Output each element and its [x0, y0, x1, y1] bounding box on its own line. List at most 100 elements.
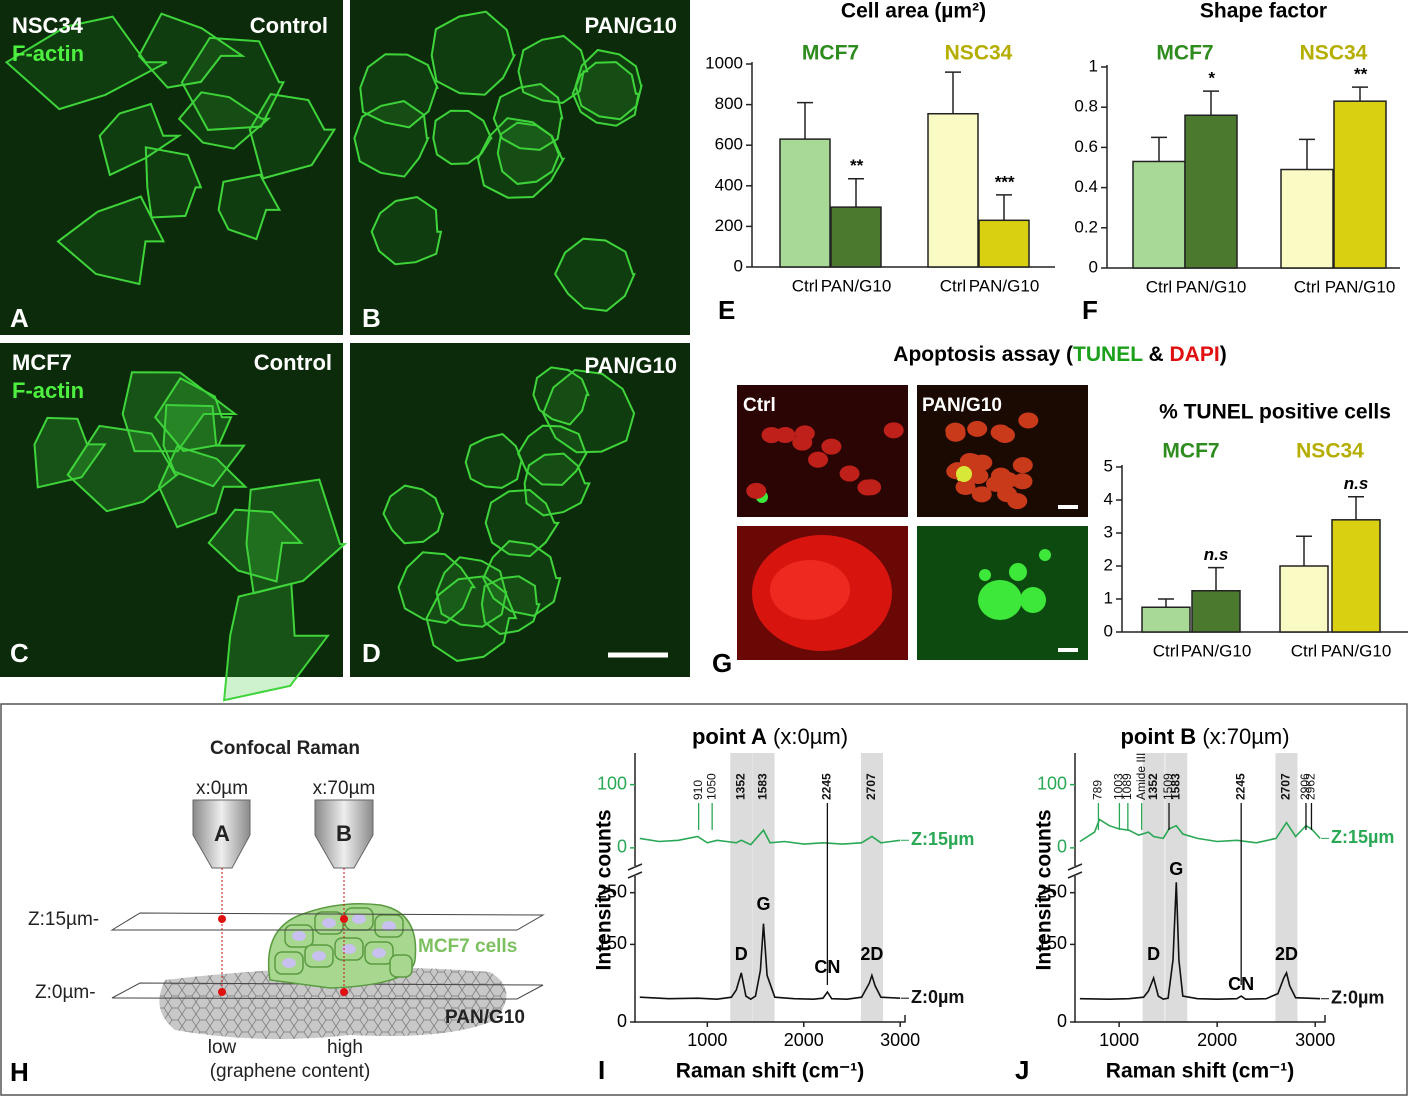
peak-label: 1583: [1168, 773, 1182, 800]
nucleus: [1012, 473, 1033, 490]
panel-letter: B: [362, 303, 381, 333]
peak-label: 1509: [1161, 773, 1175, 800]
nucleus: [821, 438, 842, 455]
x-tick-label: PAN/G10: [1325, 277, 1396, 296]
substrate-label: PAN/G10: [445, 1007, 525, 1028]
group-label: NSC34: [945, 42, 1013, 65]
peak-label: 2707: [864, 773, 878, 800]
y-tick-label: 100: [597, 773, 627, 793]
error-bar: [1352, 86, 1368, 102]
nucleus: [1018, 412, 1039, 429]
y-tick-label: 5: [1104, 456, 1113, 475]
error-bar: [1348, 495, 1364, 520]
spectrum-line: [639, 828, 901, 846]
error-bar: [1296, 535, 1312, 566]
panel-letter: C: [10, 638, 29, 668]
stain: F-actin: [12, 41, 84, 66]
y-tick-label: 600: [715, 135, 743, 154]
title-part: DAPI: [1170, 343, 1220, 366]
peak-label: Amide III: [1134, 753, 1148, 800]
y-tick-label: 0: [1104, 621, 1113, 640]
peak-name: 2D: [860, 944, 883, 964]
cell-outline: [222, 582, 330, 702]
title-part: TUNEL: [1073, 343, 1143, 366]
cell-outline: [382, 484, 445, 545]
peak-label: 2245: [820, 773, 834, 800]
peak-label: 1352: [733, 773, 747, 800]
focus-point: [218, 915, 226, 923]
panel-letter: J: [1015, 1055, 1029, 1085]
y-tick-label: 0.4: [1074, 177, 1098, 196]
significance: **: [1353, 65, 1368, 84]
cell-outline: [33, 416, 107, 489]
series-label: Z:15µm: [911, 829, 974, 849]
cell-outline: [121, 371, 239, 453]
y-tick-label: 4: [1104, 489, 1113, 508]
content-level: low: [208, 1037, 237, 1058]
group-label: MCF7: [1156, 42, 1213, 65]
x-tick-label: Ctrl: [1291, 641, 1317, 660]
y-tick-label: 0.2: [1074, 217, 1098, 236]
y-tick-label: 0: [1089, 257, 1098, 276]
apoptosis-title: Apoptosis assay (TUNEL & DAPI): [893, 343, 1226, 366]
y-tick-label: 0.6: [1074, 137, 1098, 156]
y-tick-label: 150: [597, 933, 627, 953]
title-part: Apoptosis assay (: [893, 343, 1073, 366]
cell-outline: [435, 556, 508, 628]
y-tick-label: 250: [1037, 881, 1067, 901]
peak-label: 2906: [1298, 773, 1312, 800]
group-label: MCF7: [802, 42, 859, 65]
cell-outline: [370, 195, 443, 266]
y-tick-label: 250: [597, 881, 627, 901]
micrograph-texture: [4, 10, 643, 702]
title-part: &: [1143, 343, 1170, 366]
y-tick-label: 0: [734, 256, 743, 275]
bar: [1280, 168, 1334, 269]
micrographs: [0, 0, 690, 677]
apoptotic-body: [979, 569, 991, 581]
y-tick-label: 3: [1104, 522, 1113, 541]
chart-title: Cell area (µm²): [841, 0, 986, 23]
title-part: ): [1220, 343, 1227, 366]
cell-outline: [207, 508, 304, 583]
bar: [927, 112, 979, 268]
diagram-title: Confocal Raman: [210, 738, 360, 759]
nucleus: [971, 486, 992, 503]
y-tick-label: 200: [715, 216, 743, 235]
nucleus: [792, 434, 813, 451]
cell-outline: [98, 102, 183, 177]
y-tick-label: 800: [715, 94, 743, 113]
nucleus: [861, 479, 882, 496]
peak-band: [752, 753, 775, 1022]
error-bar: [848, 177, 864, 208]
y-tick-label: 0: [1057, 1011, 1067, 1031]
chart-title: % TUNEL positive cells: [1159, 401, 1391, 424]
x-tick-label: 3000: [1295, 1030, 1335, 1050]
nucleus: [761, 427, 782, 444]
bar: [1141, 606, 1191, 633]
cell-outline: [516, 424, 589, 486]
cell-outline: [353, 100, 430, 178]
y-tick-label: 400: [715, 175, 743, 194]
cell-outline: [56, 195, 166, 286]
apoptotic-body: [1039, 549, 1051, 561]
peak-name: CN: [1228, 974, 1254, 994]
cell-outline: [248, 93, 337, 180]
panel-letter: A: [10, 303, 29, 333]
peak-name: G: [757, 894, 771, 914]
bar: [1184, 114, 1238, 269]
x-tick-label: 3000: [880, 1030, 920, 1050]
frame: [0, 703, 1408, 1096]
plane-label: Z:15µm-: [28, 909, 99, 930]
nucleus: [770, 560, 850, 620]
y-tick-label: 0: [617, 837, 627, 857]
probe-label: B: [336, 821, 352, 846]
x-axis-label: Raman shift (cm⁻¹): [676, 1060, 864, 1083]
cell-outline: [517, 34, 589, 105]
tunel-positive: [956, 466, 972, 482]
cell-outline: [177, 91, 272, 150]
bar: [1333, 100, 1387, 269]
x-tick-label: 2000: [784, 1030, 824, 1050]
cell-outline: [66, 424, 180, 513]
nucleus: [955, 479, 976, 496]
